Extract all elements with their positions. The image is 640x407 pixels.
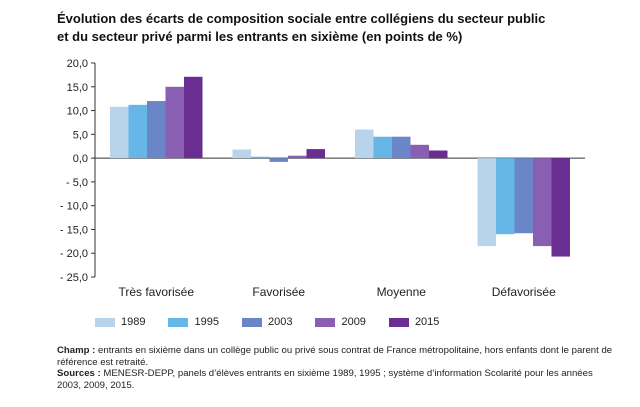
chart-legend: 1989 1995 2003 2009 2015 (95, 316, 462, 328)
legend-label: 2015 (414, 316, 440, 328)
y-tick-label: 15,0 (67, 82, 88, 94)
y-tick-label: 20,0 (67, 58, 88, 70)
bar (232, 149, 251, 159)
legend-swatch (241, 317, 262, 327)
bar (373, 136, 392, 159)
y-tick-label: 10,0 (67, 106, 88, 118)
champ-note: Champ : entrants en sixième dans un coll… (57, 345, 617, 368)
bar (392, 136, 411, 159)
bar (477, 158, 496, 247)
bar (496, 158, 515, 235)
legend-item: 2003 (241, 316, 293, 328)
y-tick-label: 5,0 (73, 129, 88, 141)
y-tick-label: - 25,0 (60, 272, 88, 284)
bar (147, 101, 166, 159)
legend-label: 2009 (341, 316, 366, 328)
chart-notes: Champ : entrants en sixième dans un coll… (57, 345, 617, 391)
bar (306, 149, 325, 159)
y-tick-label: 0,0 (73, 153, 88, 165)
category-label: Moyenne (377, 285, 427, 299)
chart-title: Évolution des écarts de composition soci… (57, 10, 627, 46)
legend-label: 2003 (267, 316, 293, 328)
legend-swatch (388, 317, 409, 327)
bar (514, 158, 533, 234)
sources-label: Sources : (57, 368, 101, 379)
bar (355, 129, 374, 159)
category-label: Très favorisée (118, 285, 194, 299)
bar (269, 158, 288, 162)
legend-item: 2015 (388, 316, 440, 328)
bar (429, 150, 448, 159)
sources-note: Sources : MENESR-DEPP, panels d’élèves e… (57, 368, 617, 391)
sources-text: MENESR-DEPP, panels d’élèves entrants en… (57, 368, 593, 391)
y-tick-label: - 10,0 (60, 201, 88, 213)
legend-label: 1989 (121, 316, 146, 328)
legend-label: 1995 (194, 316, 219, 328)
legend-item: 2009 (315, 316, 366, 328)
chart-title-line-2: et du secteur privé parmi les entrants e… (57, 29, 463, 44)
bar (551, 158, 570, 257)
chart-title-line-1: Évolution des écarts de composition soci… (57, 11, 546, 26)
legend-swatch (168, 317, 189, 327)
category-label: Défavorisée (492, 285, 556, 299)
bar (288, 155, 307, 159)
y-tick-label: - 20,0 (60, 248, 88, 260)
y-tick-label: - 15,0 (60, 224, 88, 236)
bar (110, 106, 129, 159)
legend-swatch (95, 317, 115, 327)
legend-item: 1989 (95, 316, 145, 328)
bar (184, 76, 203, 159)
champ-label: Champ : (57, 345, 96, 356)
bar (533, 158, 552, 247)
legend-item: 1995 (168, 316, 219, 328)
champ-text: entrants en sixième dans un collège publ… (57, 345, 613, 368)
bar (251, 156, 270, 159)
bar (128, 104, 147, 159)
legend-swatch (315, 317, 336, 327)
bar (410, 144, 429, 159)
category-label: Favorisée (252, 285, 305, 299)
bar (165, 86, 184, 159)
y-tick-label: - 5,0 (66, 177, 88, 189)
